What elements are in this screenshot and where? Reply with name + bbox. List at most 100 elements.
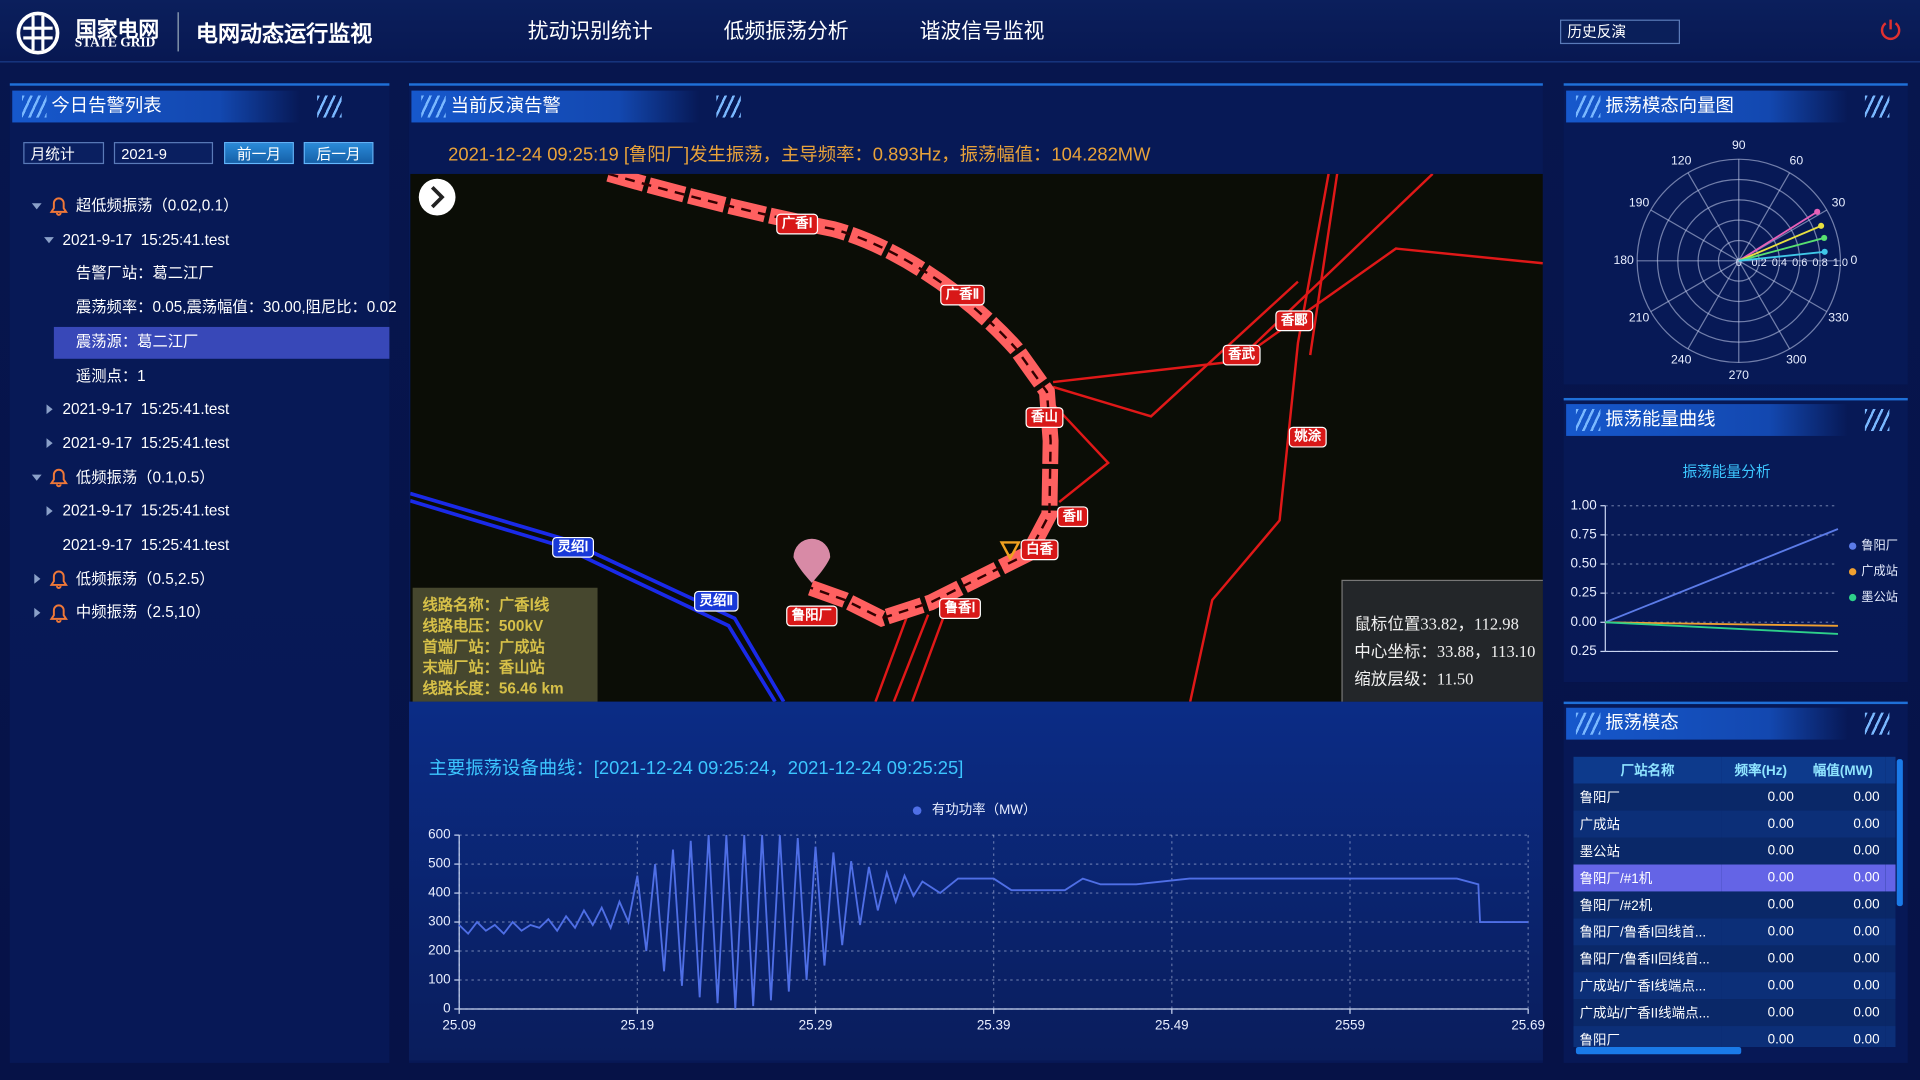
table-row[interactable]: 广成站/广香I线端点... 0.00 0.00 0.00 <box>1573 972 1896 1000</box>
mode-select[interactable]: 历史反演 <box>1560 19 1681 45</box>
tree-row[interactable]: 震荡频率：0.05,震荡幅值：30.00,阻尼比：0.02 <box>75 298 397 317</box>
tree-toggle[interactable] <box>46 438 53 449</box>
radial-tick-label: 0.6 <box>1792 257 1807 269</box>
table-row[interactable]: 鲁阳厂/#1机 0.00 0.00 0.00 <box>1573 864 1896 892</box>
table-cell: 0.00 <box>1886 918 1896 945</box>
tab[interactable]: 扰动识别统计 <box>498 12 682 51</box>
bell-icon <box>49 604 68 623</box>
table-cell: 0.00 <box>1767 978 1794 994</box>
series-line <box>1605 621 1838 627</box>
y-tick-label: 1.00 <box>1571 497 1597 512</box>
mode-table: 厂站名称频率(Hz)幅值(MW)相角鲁阳厂0.000.000.00广成站0.00… <box>1573 756 1896 1047</box>
tree-toggle[interactable] <box>34 573 41 584</box>
map-label-bg <box>1222 344 1261 366</box>
month-input[interactable]: 2021-9 <box>113 142 214 165</box>
logo-icon <box>16 11 60 55</box>
map-label: 香武 <box>1222 344 1261 366</box>
map-label-bg <box>786 605 838 627</box>
map-label: 灵绍Ⅱ <box>694 590 739 612</box>
table-cell: 0.00 <box>1853 816 1880 832</box>
table-row[interactable]: 广成站 0.00 0.00 0.00 <box>1573 810 1896 838</box>
tree-toggle[interactable] <box>46 404 53 415</box>
tree-row[interactable]: 遥测点：1 <box>75 366 146 384</box>
table-row[interactable]: 鲁阳厂 0.00 0.00 0.00 <box>1573 1026 1896 1047</box>
table-cell: 广成站 <box>1579 817 1621 833</box>
tree-row[interactable]: 震荡源：葛二江厂 <box>75 332 199 350</box>
tree-row[interactable]: 2021-9-17 15:25:41.test <box>62 434 230 452</box>
tree-row[interactable]: 低频振荡（0.1,0.5） <box>75 468 215 486</box>
table-row[interactable]: 鲁阳厂/鲁香II回线首... 0.00 0.00 0.00 <box>1573 945 1896 973</box>
table-row[interactable]: 鲁阳厂 0.00 0.00 0.00 <box>1573 783 1896 811</box>
prev-button[interactable]: 前一月 <box>224 142 294 165</box>
table-cell: 墨公站 <box>1579 844 1621 860</box>
alarm-panel <box>9 83 390 1063</box>
map-label-text: 鲁阳厂 <box>791 606 832 622</box>
x-tick-label: 25.69 <box>1511 1018 1545 1033</box>
map-label-text: 白香 <box>1026 540 1053 556</box>
radial-tick-label: 0.2 <box>1751 257 1766 269</box>
tree-toggle[interactable] <box>44 237 54 244</box>
series-line <box>1604 528 1839 624</box>
vector-tip <box>1821 248 1828 255</box>
map-label-bg <box>694 590 739 612</box>
map-nav-button[interactable] <box>418 178 456 216</box>
radial-tick-label: 1.0 <box>1833 257 1848 269</box>
legend-label: 有功功率（MW） <box>932 801 1037 817</box>
tree-row[interactable]: 2021-9-17 15:25:41.test <box>62 400 230 418</box>
series-line <box>458 835 1529 1010</box>
tree-row[interactable]: 2021-9-17 15:25:41.test <box>62 536 230 554</box>
map-label-text: 香武 <box>1227 346 1255 362</box>
tree-row[interactable]: 中频振荡（2.5,10） <box>75 604 211 622</box>
map-label-text: 香山 <box>1030 408 1058 424</box>
table-row[interactable]: 广成站/广香II线端点... 0.00 0.00 0.00 <box>1573 999 1896 1027</box>
map-label-text: 姚涂 <box>1293 428 1321 444</box>
tree-row[interactable]: 告警厂站：葛二江厂 <box>75 264 214 283</box>
nav-arrow <box>430 186 445 209</box>
table-cell: 鲁阳厂/鲁香II回线首... <box>1579 952 1710 968</box>
table-cell: 0.00 <box>1886 811 1896 838</box>
angle-tick-label: 190 <box>1629 195 1650 209</box>
tree-row[interactable]: 低频振荡（0.5,2.5） <box>75 570 215 588</box>
map-label-bg <box>776 213 819 235</box>
map-label-text: 广香Ⅱ <box>946 286 980 302</box>
map-label-text: 香郾 <box>1280 311 1308 327</box>
tree-row[interactable]: 2021-9-17 15:25:41.test <box>62 231 230 249</box>
table-row[interactable]: 鲁阳厂/#2机 0.00 0.00 0.00 <box>1573 891 1896 919</box>
power-icon[interactable] <box>1878 17 1902 41</box>
legend-marker <box>1848 593 1857 602</box>
table-cell: 0.00 <box>1767 816 1794 832</box>
mode-vector <box>1738 225 1822 262</box>
mode-table-wrap: 厂站名称频率(Hz)幅值(MW)相角鲁阳厂0.000.000.00广成站0.00… <box>1573 756 1896 1047</box>
tree-toggle[interactable] <box>46 506 53 516</box>
x-tick-label: 25.19 <box>621 1018 655 1033</box>
tree-row[interactable]: 2021-9-17 15:25:41.test <box>62 502 230 520</box>
radial-tick-label: 0.8 <box>1812 257 1827 269</box>
map-label-bg <box>1020 539 1059 561</box>
map-label-bg <box>1275 310 1314 332</box>
mode-vector <box>1738 237 1825 262</box>
tab[interactable]: 低频振荡分析 <box>694 12 878 51</box>
tree-toggle[interactable] <box>34 607 41 618</box>
angle-tick-label: 30 <box>1832 195 1846 209</box>
map-label: 广香Ⅰ <box>776 213 819 235</box>
tree-toggle[interactable] <box>31 474 42 481</box>
map-label-bg <box>940 284 985 306</box>
curve-area <box>408 701 1543 1061</box>
alert-text: 2021-12-24 09:25:19 [鲁阳厂]发生振荡，主导频率：0.893… <box>448 144 1151 166</box>
table-row[interactable]: 墨公站 0.00 0.00 0.00 <box>1573 837 1896 865</box>
map-label-text: 灵绍Ⅰ <box>558 538 589 554</box>
next-button[interactable]: 后一月 <box>303 142 374 165</box>
table-cell: 0.00 <box>1886 1026 1896 1047</box>
tab[interactable]: 谐波信号监视 <box>890 12 1074 51</box>
tree-toggle[interactable] <box>31 203 42 210</box>
y-tick-label: 0.50 <box>1571 556 1597 571</box>
table-cell: 0.00 <box>1853 924 1880 940</box>
table-cell: 0.00 <box>1767 843 1794 859</box>
table-cell: 0.00 <box>1853 1032 1880 1047</box>
table-row[interactable]: 鲁阳厂/鲁香I回线首... 0.00 0.00 0.00 <box>1573 918 1896 946</box>
period-select[interactable]: 月统计 <box>23 142 105 165</box>
table-cell: 0.00 <box>1886 945 1896 972</box>
tree-row[interactable]: 超低频振荡（0.02,0.1） <box>75 197 239 215</box>
angle-tick-label: 330 <box>1828 311 1849 325</box>
